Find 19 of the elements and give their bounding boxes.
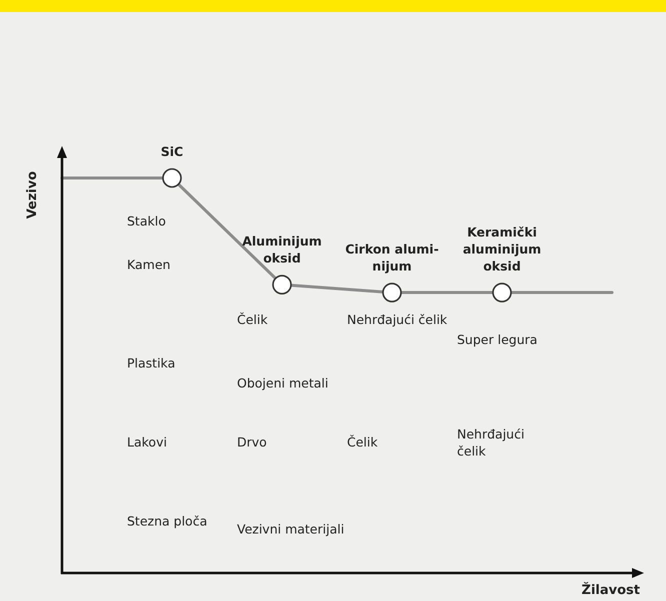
annotation: Plastika [127,356,176,371]
annotation: Nehrđajući čelik [347,312,448,328]
x-axis-title: Žilavost [582,581,640,598]
y-axis-title: Vezivo [25,171,40,219]
annotation: Nehrđajući čelik [457,426,524,459]
annotation: Kamen [127,256,170,272]
x-tick-label: SiC [160,144,184,159]
annotation: Drvo [237,434,267,450]
annotation: Čelik [237,312,268,328]
annotation: Staklo [127,213,166,228]
annotation: Vezivni materijali [237,522,344,536]
annotation: Lakovi [127,434,167,450]
x-tick-label: Aluminijum oksid [242,234,322,266]
annotation: Obojeni metali [237,375,328,390]
x-tick-label: Cirkon alumi- nijum [345,242,439,274]
x-tick-label: Keramički aluminijum oksid [462,224,542,274]
annotation: Super legura [457,332,538,347]
annotation: Stezna ploča [127,514,208,529]
annotation: Čelik [347,434,378,450]
